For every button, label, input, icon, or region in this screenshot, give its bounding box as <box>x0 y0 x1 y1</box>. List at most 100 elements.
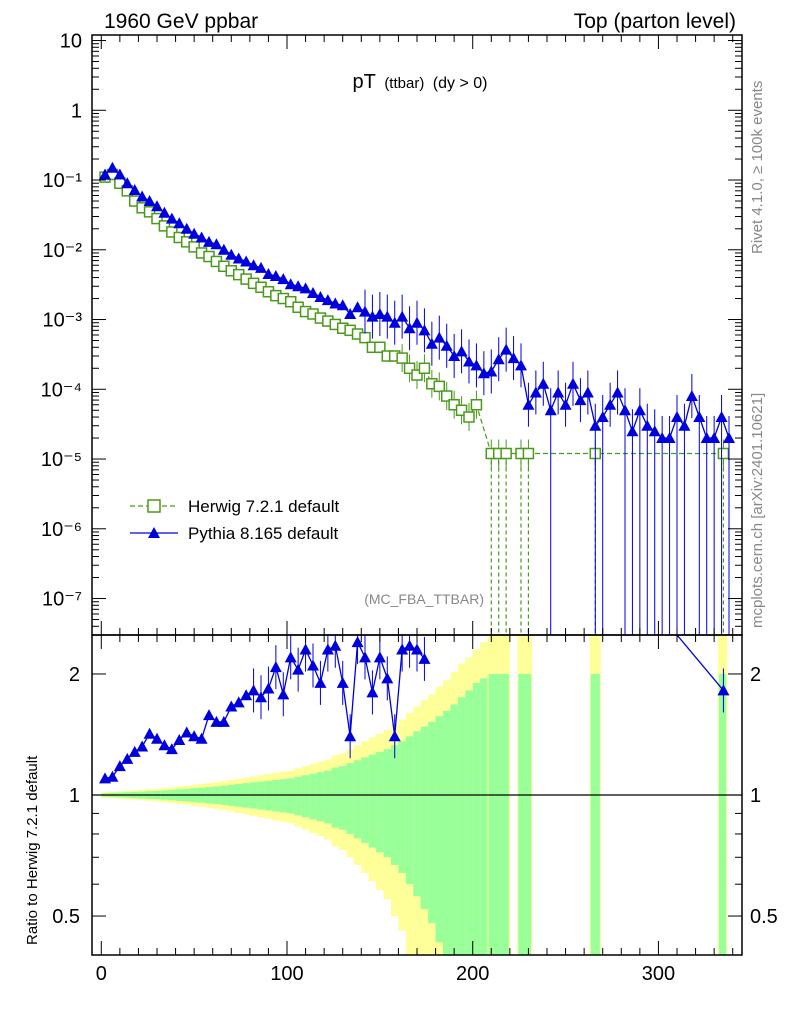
herwig-point <box>522 447 535 460</box>
ratio-ytick-label: 2 <box>69 664 80 686</box>
pythia-point <box>396 310 409 322</box>
herwig-point <box>418 362 431 375</box>
ratio-pythia-point <box>195 732 208 744</box>
ratio-pythia-point <box>158 739 171 751</box>
ratio-pythia-point <box>217 715 230 727</box>
ratio-band-inner <box>309 773 318 820</box>
ratio-data-layer <box>99 635 730 784</box>
pythia-point <box>292 280 305 292</box>
herwig-point <box>396 352 408 364</box>
ratio-pythia-point <box>359 651 371 663</box>
pythia-point <box>448 349 461 361</box>
pythia-point <box>262 267 275 279</box>
pythia-point <box>255 261 267 273</box>
pythia-point <box>269 270 282 282</box>
ratio-ytick-label: 0.5 <box>52 906 80 928</box>
ratio-pythia-point <box>262 682 275 694</box>
herwig-point <box>433 380 446 393</box>
ratio-band-inner <box>450 704 459 955</box>
main-ytick-label: 10⁻⁷ <box>42 589 82 611</box>
ratio-pythia-tail-line <box>676 635 724 691</box>
ratio-pythia-point <box>113 760 126 772</box>
main-ytick-label: 10⁻³ <box>43 310 83 332</box>
pythia-point <box>136 190 149 202</box>
herwig-point <box>374 341 386 354</box>
ratio-band-inner <box>324 770 333 824</box>
pythia-point <box>314 291 327 303</box>
ratio-band-inner <box>316 772 325 822</box>
pythia-point <box>455 345 468 357</box>
pythia-point <box>99 168 111 180</box>
herwig-point <box>411 369 423 381</box>
pythia-point <box>567 377 579 389</box>
ratio-band-inner <box>279 779 288 813</box>
herwig-point <box>151 212 163 225</box>
ratio-band-inner <box>339 766 347 830</box>
pythia-point <box>143 195 156 207</box>
rivet-label: Rivet 4.1.0, ≥ 100k events <box>749 81 766 254</box>
ratio-xtick-label: 300 <box>642 963 675 985</box>
pythia-point <box>663 432 676 444</box>
ratio-ylabel: Ratio to Herwig 7.2.1 default <box>24 755 41 945</box>
herwig-point <box>143 206 156 218</box>
ratio-xtick-label: 200 <box>456 963 489 985</box>
ratio-pythia-point <box>165 743 178 755</box>
ratio-band-inner <box>420 726 429 910</box>
ratio-band-inner <box>376 751 385 853</box>
ratio-pythia-point <box>307 659 319 671</box>
pythia-point <box>106 161 119 173</box>
legend-herwig-marker <box>147 499 161 513</box>
legend: Herwig 7.2.1 default Pythia 8.165 defaul… <box>130 497 339 543</box>
pythia-point <box>240 255 253 267</box>
pythia-point <box>418 324 431 336</box>
herwig-point <box>403 362 416 375</box>
ratio-pythia-point <box>418 652 431 664</box>
plot-title-cut: (dy > 0) <box>433 75 488 92</box>
pythia-point <box>158 206 171 218</box>
pythia-point <box>151 200 163 212</box>
legend-item-herwig: Herwig 7.2.1 default <box>130 497 339 516</box>
ratio-pythia-point <box>329 639 342 651</box>
herwig-line <box>104 173 724 455</box>
pythia-point <box>470 359 483 371</box>
ratio-ytick-label-right: 0.5 <box>750 906 778 928</box>
ratio-frame <box>91 634 743 956</box>
ratio-band-inner <box>391 745 399 865</box>
pythia-point <box>671 411 683 423</box>
pythia-point <box>165 212 178 224</box>
pythia-point <box>440 339 453 351</box>
pythia-point <box>321 294 334 306</box>
ratio-pythia-point <box>136 740 149 752</box>
pythia-point <box>559 398 572 410</box>
main-ytick-label: 1 <box>71 100 82 122</box>
ratio-pythia-point <box>247 684 260 696</box>
ratio-pythia-point <box>284 651 297 663</box>
pythia-point <box>648 425 661 437</box>
ratio-band-inner <box>294 776 303 816</box>
pythia-point <box>693 411 706 423</box>
main-axes: 10 1 10⁻¹ 10⁻² 10⁻³ 10⁻⁴ 10⁻⁵ 10⁻⁶ 10⁻⁷ <box>41 31 742 636</box>
pythia-point <box>180 222 193 234</box>
pythia-point <box>433 331 446 343</box>
ratio-band-spike-inner <box>590 673 600 955</box>
ratio-xtick-label: 100 <box>270 963 303 985</box>
ratio-pythia-point <box>277 688 290 700</box>
analysis-label: (MC_FBA_TTBAR) <box>364 591 484 607</box>
pythia-point <box>574 394 587 406</box>
ratio-pythia-point <box>143 727 156 739</box>
ratio-pythia-point <box>351 636 364 648</box>
ratio-pythia-point <box>373 651 386 663</box>
pythia-point <box>381 310 394 322</box>
ratio-band-inner <box>428 721 437 924</box>
ratio-band-inner <box>264 780 273 811</box>
pythia-point <box>113 168 126 180</box>
ratio-axes: 0 100 200 300 0.5 0.5 1 1 2 2 <box>52 635 778 985</box>
pythia-point <box>225 248 238 260</box>
pythia-point <box>173 217 186 229</box>
ratio-pythia-point <box>314 676 327 688</box>
pythia-point <box>685 390 698 402</box>
ratio-pythia-point <box>232 696 245 708</box>
pythia-point <box>344 308 357 320</box>
pythia-point <box>277 273 290 285</box>
